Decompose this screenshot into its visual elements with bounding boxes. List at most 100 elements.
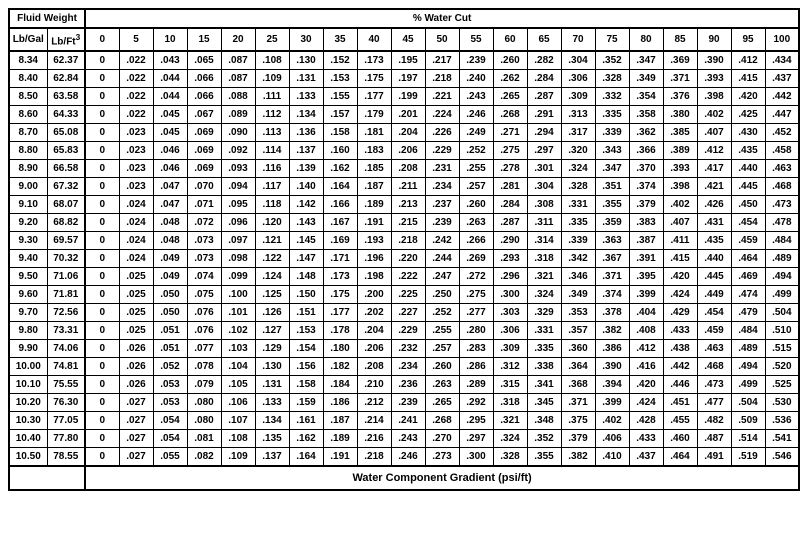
cell-value: .237 (425, 196, 459, 214)
cell-value: .269 (459, 250, 493, 268)
cell-value: .107 (221, 412, 255, 430)
cell-value: .339 (595, 124, 629, 142)
cell-value: .022 (119, 51, 153, 70)
cell-value: .171 (323, 250, 357, 268)
cell-value: .435 (731, 142, 765, 160)
cell-value: .399 (629, 286, 663, 304)
cell-lb-gal: 9.30 (9, 232, 47, 250)
cell-value: .070 (187, 178, 221, 196)
cell-value: .265 (493, 88, 527, 106)
cell-value: .292 (459, 394, 493, 412)
cell-value: .161 (289, 412, 323, 430)
cell-value: .338 (527, 358, 561, 376)
cell-value: .066 (187, 70, 221, 88)
cell-value: .484 (765, 232, 799, 250)
cell-value: .073 (187, 232, 221, 250)
cell-value: .404 (629, 304, 663, 322)
cell-value: .358 (629, 106, 663, 124)
cell-value: .331 (527, 322, 561, 340)
cell-value: 0 (85, 196, 119, 214)
cell-value: .255 (459, 160, 493, 178)
cell-value: .080 (187, 394, 221, 412)
cell-value: .407 (663, 214, 697, 232)
cell-value: .158 (289, 376, 323, 394)
cell-value: .049 (153, 268, 187, 286)
table-row: 9.6071.810.025.050.075.100.125.150.175.2… (9, 286, 799, 304)
cell-value: .290 (493, 232, 527, 250)
cell-value: .076 (187, 304, 221, 322)
cell-value: .105 (221, 376, 255, 394)
cell-value: .431 (697, 214, 731, 232)
cell-value: .212 (357, 394, 391, 412)
cell-value: 0 (85, 358, 119, 376)
cell-value: .239 (425, 214, 459, 232)
cell-lb-gal: 10.10 (9, 376, 47, 394)
cell-value: .023 (119, 178, 153, 196)
cell-lb-gal: 9.00 (9, 178, 47, 196)
cell-value: .173 (357, 51, 391, 70)
cell-value: .546 (765, 448, 799, 467)
cell-value: .287 (493, 214, 527, 232)
cell-value: .242 (425, 232, 459, 250)
cell-value: .371 (663, 70, 697, 88)
cell-value: .482 (697, 412, 731, 430)
cell-value: .463 (697, 340, 731, 358)
cell-value: .499 (731, 376, 765, 394)
cell-value: 0 (85, 88, 119, 106)
cell-value: .199 (391, 88, 425, 106)
cell-value: .445 (731, 178, 765, 196)
cell-value: .206 (357, 340, 391, 358)
cell-value: .312 (493, 358, 527, 376)
col-wc-30: 30 (289, 28, 323, 51)
cell-value: .220 (391, 250, 425, 268)
cell-value: .364 (561, 358, 595, 376)
cell-value: .415 (663, 250, 697, 268)
cell-value: .180 (323, 340, 357, 358)
cell-value: .520 (765, 358, 799, 376)
cell-value: .260 (459, 196, 493, 214)
cell-value: .332 (595, 88, 629, 106)
cell-value: .045 (153, 124, 187, 142)
cell-value: .173 (323, 268, 357, 286)
cell-value: .275 (459, 286, 493, 304)
cell-value: .391 (629, 250, 663, 268)
cell-value: .148 (289, 268, 323, 286)
cell-value: .213 (391, 196, 425, 214)
cell-value: .210 (357, 376, 391, 394)
cell-value: .433 (629, 430, 663, 448)
cell-value: .109 (255, 70, 289, 88)
cell-lb-gal: 8.40 (9, 70, 47, 88)
cell-value: .195 (391, 51, 425, 70)
cell-value: .126 (255, 304, 289, 322)
cell-value: 0 (85, 376, 119, 394)
cell-value: .074 (187, 268, 221, 286)
cell-value: .027 (119, 412, 153, 430)
cell-value: .081 (187, 430, 221, 448)
cell-value: .260 (425, 358, 459, 376)
table-row: 8.7065.080.023.045.069.090.113.136.158.1… (9, 124, 799, 142)
cell-value: .440 (731, 160, 765, 178)
cell-value: .382 (561, 448, 595, 467)
cell-value: .343 (595, 142, 629, 160)
col-lb-ft3: Lb/Ft3 (47, 28, 85, 51)
cell-lb-gal: 8.34 (9, 51, 47, 70)
cell-value: .379 (629, 196, 663, 214)
cell-lb-gal: 8.90 (9, 160, 47, 178)
table-header: Fluid Weight % Water Cut Lb/GalLb/Ft3051… (9, 9, 799, 51)
cell-value: .247 (425, 268, 459, 286)
cell-value: .066 (187, 88, 221, 106)
cell-value: .390 (697, 51, 731, 70)
cell-value: .134 (289, 106, 323, 124)
cell-value: .022 (119, 106, 153, 124)
cell-lb-gal: 8.80 (9, 142, 47, 160)
cell-value: .122 (255, 250, 289, 268)
cell-value: .055 (153, 448, 187, 467)
cell-value: .484 (731, 322, 765, 340)
cell-value: .268 (425, 412, 459, 430)
cell-value: .257 (459, 178, 493, 196)
cell-value: .389 (663, 142, 697, 160)
cell-value: .218 (391, 232, 425, 250)
cell-value: .088 (221, 88, 255, 106)
cell-value: .090 (221, 124, 255, 142)
cell-value: .452 (765, 124, 799, 142)
